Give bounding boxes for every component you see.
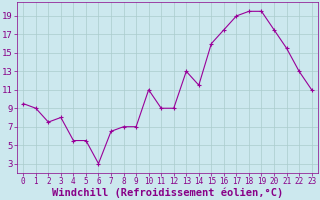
X-axis label: Windchill (Refroidissement éolien,°C): Windchill (Refroidissement éolien,°C) (52, 187, 283, 198)
